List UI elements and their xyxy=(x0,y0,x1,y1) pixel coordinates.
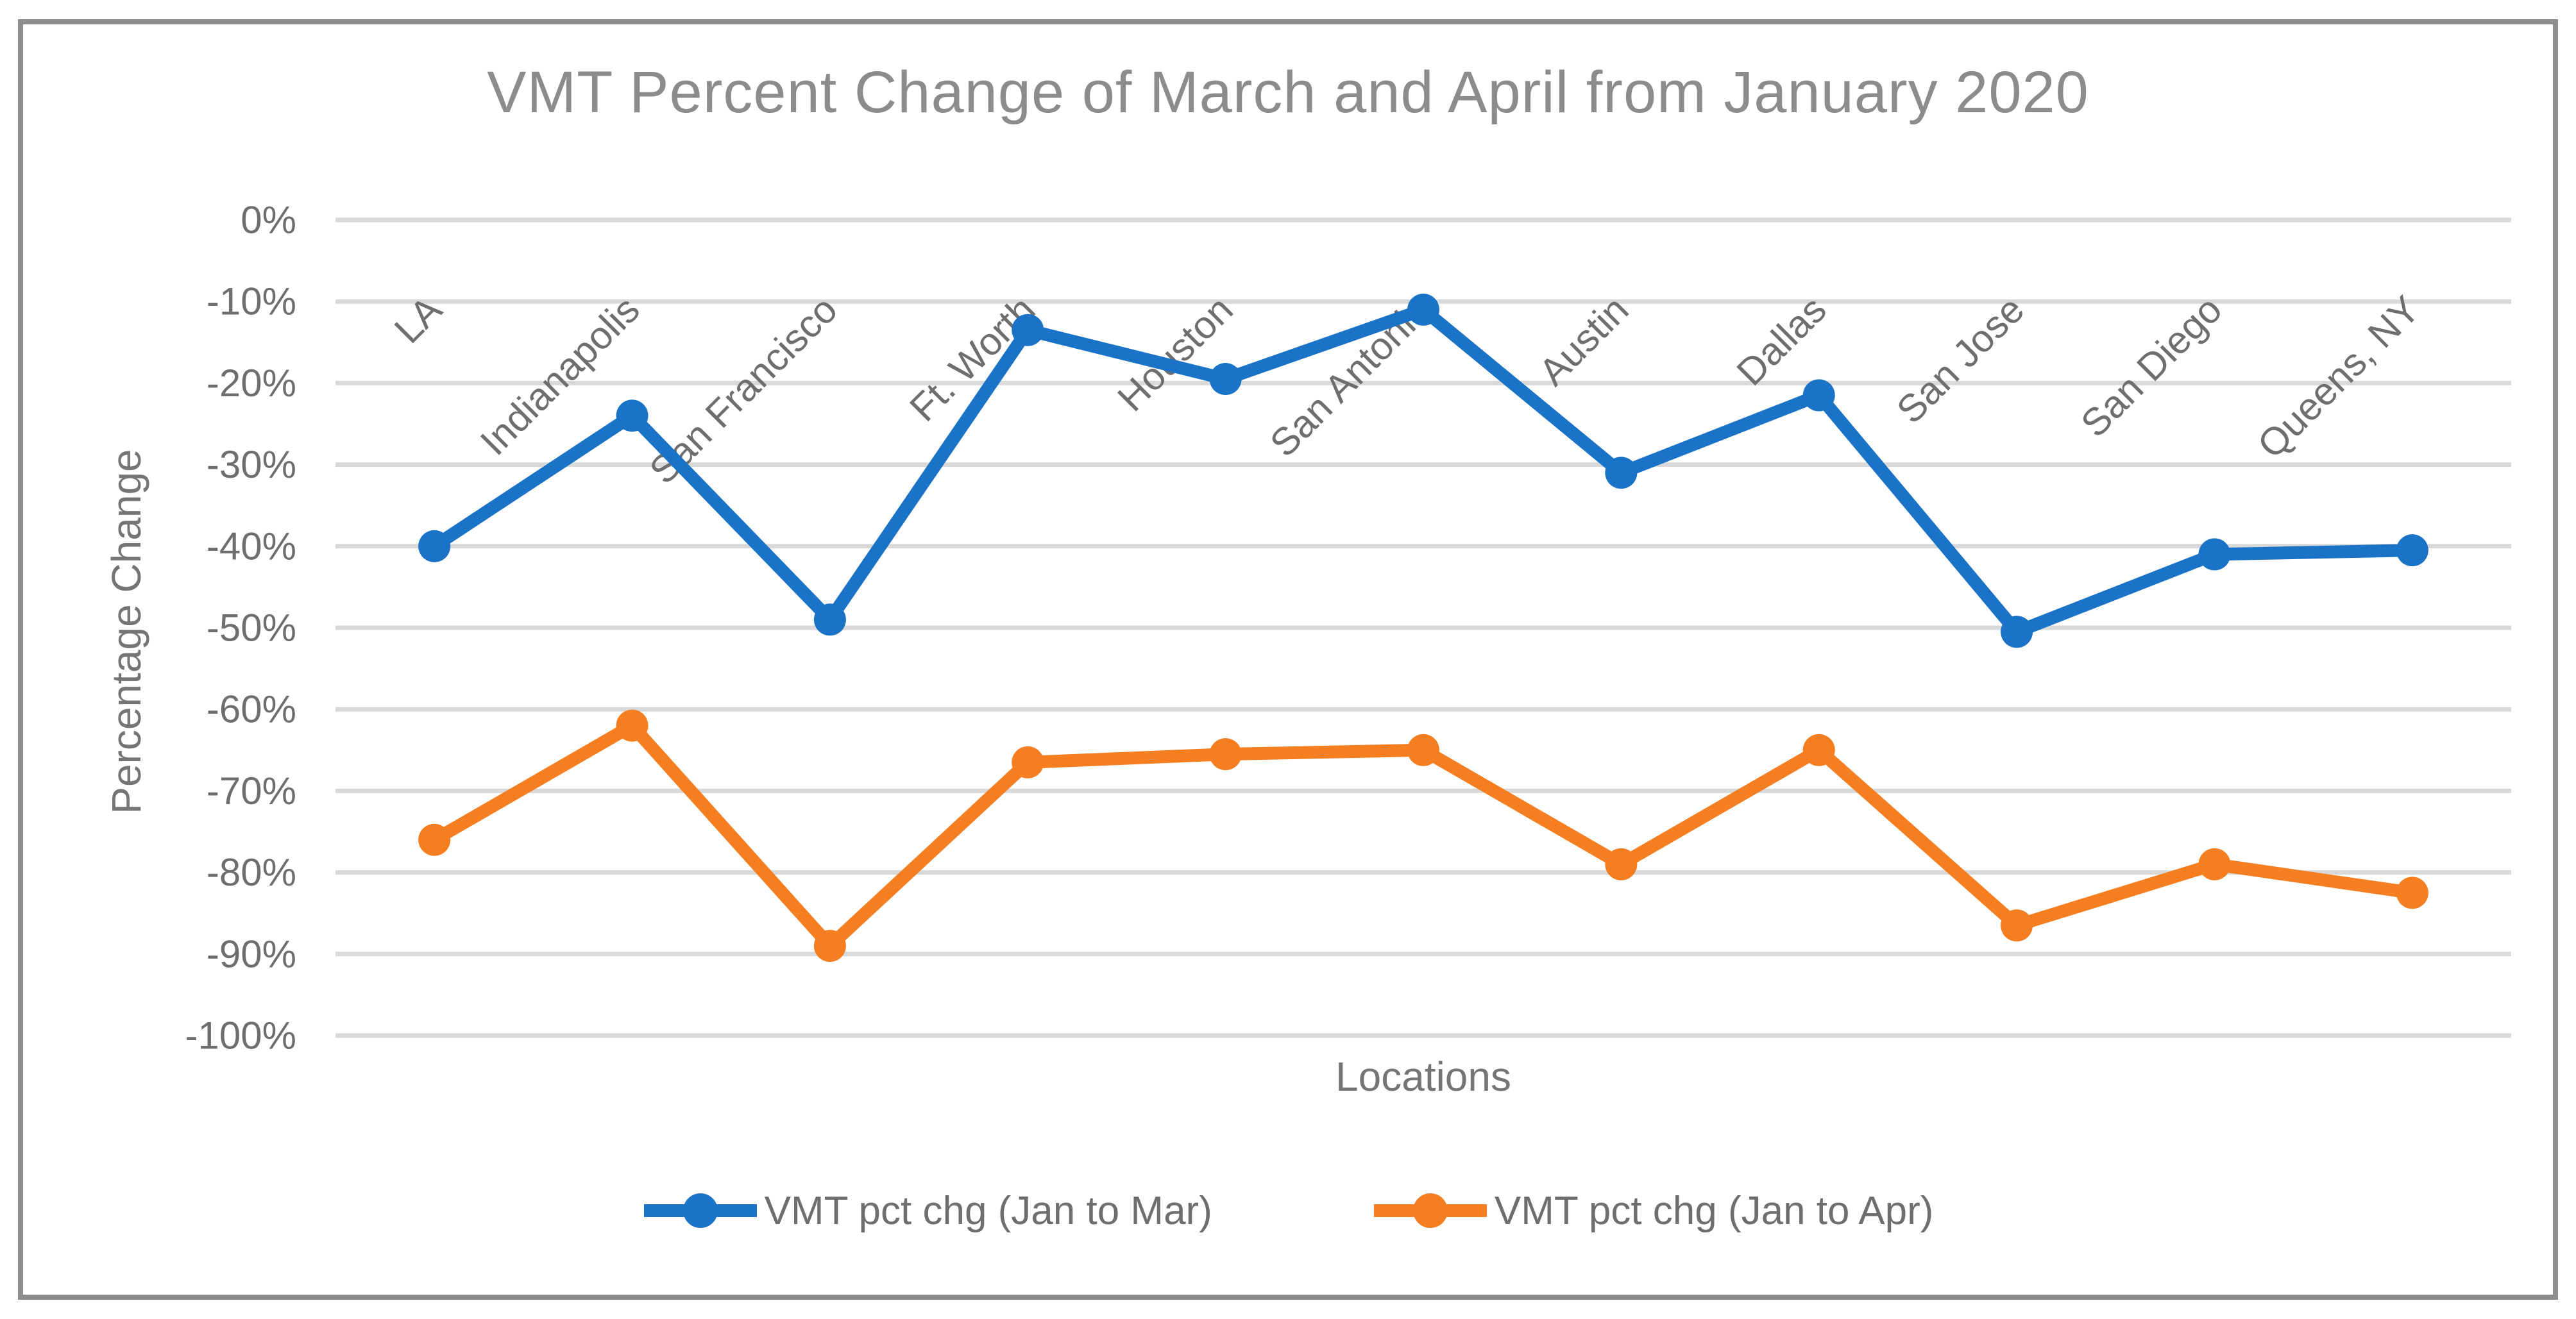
legend-item-jan-to-apr: VMT pct chg (Jan to Apr) xyxy=(1373,1177,1934,1244)
data-point-jan-to-mar-la xyxy=(418,530,451,562)
data-point-jan-to-apr-san-jose xyxy=(2001,909,2033,942)
data-point-jan-to-mar-queens-ny xyxy=(2396,534,2428,567)
data-point-jan-to-apr-la xyxy=(418,823,451,856)
data-point-jan-to-apr-dallas xyxy=(1802,734,1835,766)
data-point-jan-to-apr-indianapolis xyxy=(616,709,648,742)
data-point-jan-to-apr-san-francisco xyxy=(813,930,846,962)
chart-title: VMT Percent Change of March and April fr… xyxy=(487,60,2089,125)
data-point-jan-to-mar-houston xyxy=(1209,363,1242,396)
series-jan-to-mar xyxy=(418,293,2428,648)
data-point-jan-to-apr-ft-worth xyxy=(1012,746,1044,778)
y-tick-label: 0% xyxy=(241,199,296,242)
y-tick-label: -60% xyxy=(207,688,296,731)
series-line-jan-to-mar xyxy=(428,303,2419,639)
data-point-jan-to-mar-dallas xyxy=(1802,379,1835,412)
legend: VMT pct chg (Jan to Mar) VMT pct chg (Ja… xyxy=(0,1177,2576,1244)
y-axis-tick-labels: 0% -10% -20% -30% -40% -50% -60% -70% -80% -90% -1… xyxy=(185,199,296,1057)
data-point-jan-to-apr-houston xyxy=(1209,738,1242,771)
series-jan-to-apr xyxy=(418,709,2428,962)
data-point-jan-to-mar-san-diego xyxy=(2198,538,2231,571)
data-point-jan-to-mar-indianapolis xyxy=(616,399,648,432)
y-tick-label: -30% xyxy=(207,443,296,486)
legend-marker-jan-to-mar xyxy=(643,1193,757,1228)
x-category-label: Indianapolis xyxy=(472,288,648,464)
y-tick-label: -90% xyxy=(207,932,296,975)
data-point-jan-to-mar-austin xyxy=(1605,457,1638,489)
y-tick-label: -50% xyxy=(207,607,296,650)
x-category-label: San Diego xyxy=(2072,288,2230,446)
legend-marker-jan-to-apr xyxy=(1373,1193,1487,1228)
data-point-jan-to-apr-san-antonio xyxy=(1407,734,1439,766)
legend-label-jan-to-mar: VMT pct chg (Jan to Mar) xyxy=(764,1188,1212,1233)
y-tick-label: -70% xyxy=(207,769,296,812)
x-category-label: San Jose xyxy=(1888,288,2032,432)
data-point-jan-to-mar-san-antonio xyxy=(1407,293,1439,326)
data-point-jan-to-apr-san-diego xyxy=(2198,848,2231,880)
y-tick-label: -80% xyxy=(207,851,296,894)
x-category-label: LA xyxy=(386,288,450,351)
data-point-jan-to-mar-san-francisco xyxy=(813,603,846,636)
legend-item-jan-to-mar: VMT pct chg (Jan to Mar) xyxy=(643,1177,1212,1244)
y-tick-label: -100% xyxy=(185,1014,296,1057)
gridlines xyxy=(335,217,2511,1038)
y-tick-label: -10% xyxy=(207,280,296,323)
data-point-jan-to-mar-san-jose xyxy=(2001,616,2033,648)
x-category-label: Queens, NY xyxy=(2250,288,2428,466)
y-tick-label: -20% xyxy=(207,362,296,405)
data-point-jan-to-apr-queens-ny xyxy=(2396,877,2428,909)
data-point-jan-to-mar-ft-worth xyxy=(1012,314,1044,346)
y-tick-label: -40% xyxy=(207,525,296,567)
legend-label-jan-to-apr: VMT pct chg (Jan to Apr) xyxy=(1494,1188,1934,1233)
y-axis-title: Percentage Change xyxy=(103,449,149,814)
x-axis-title: Locations xyxy=(1335,1054,1511,1100)
data-point-jan-to-apr-austin xyxy=(1605,848,1638,880)
